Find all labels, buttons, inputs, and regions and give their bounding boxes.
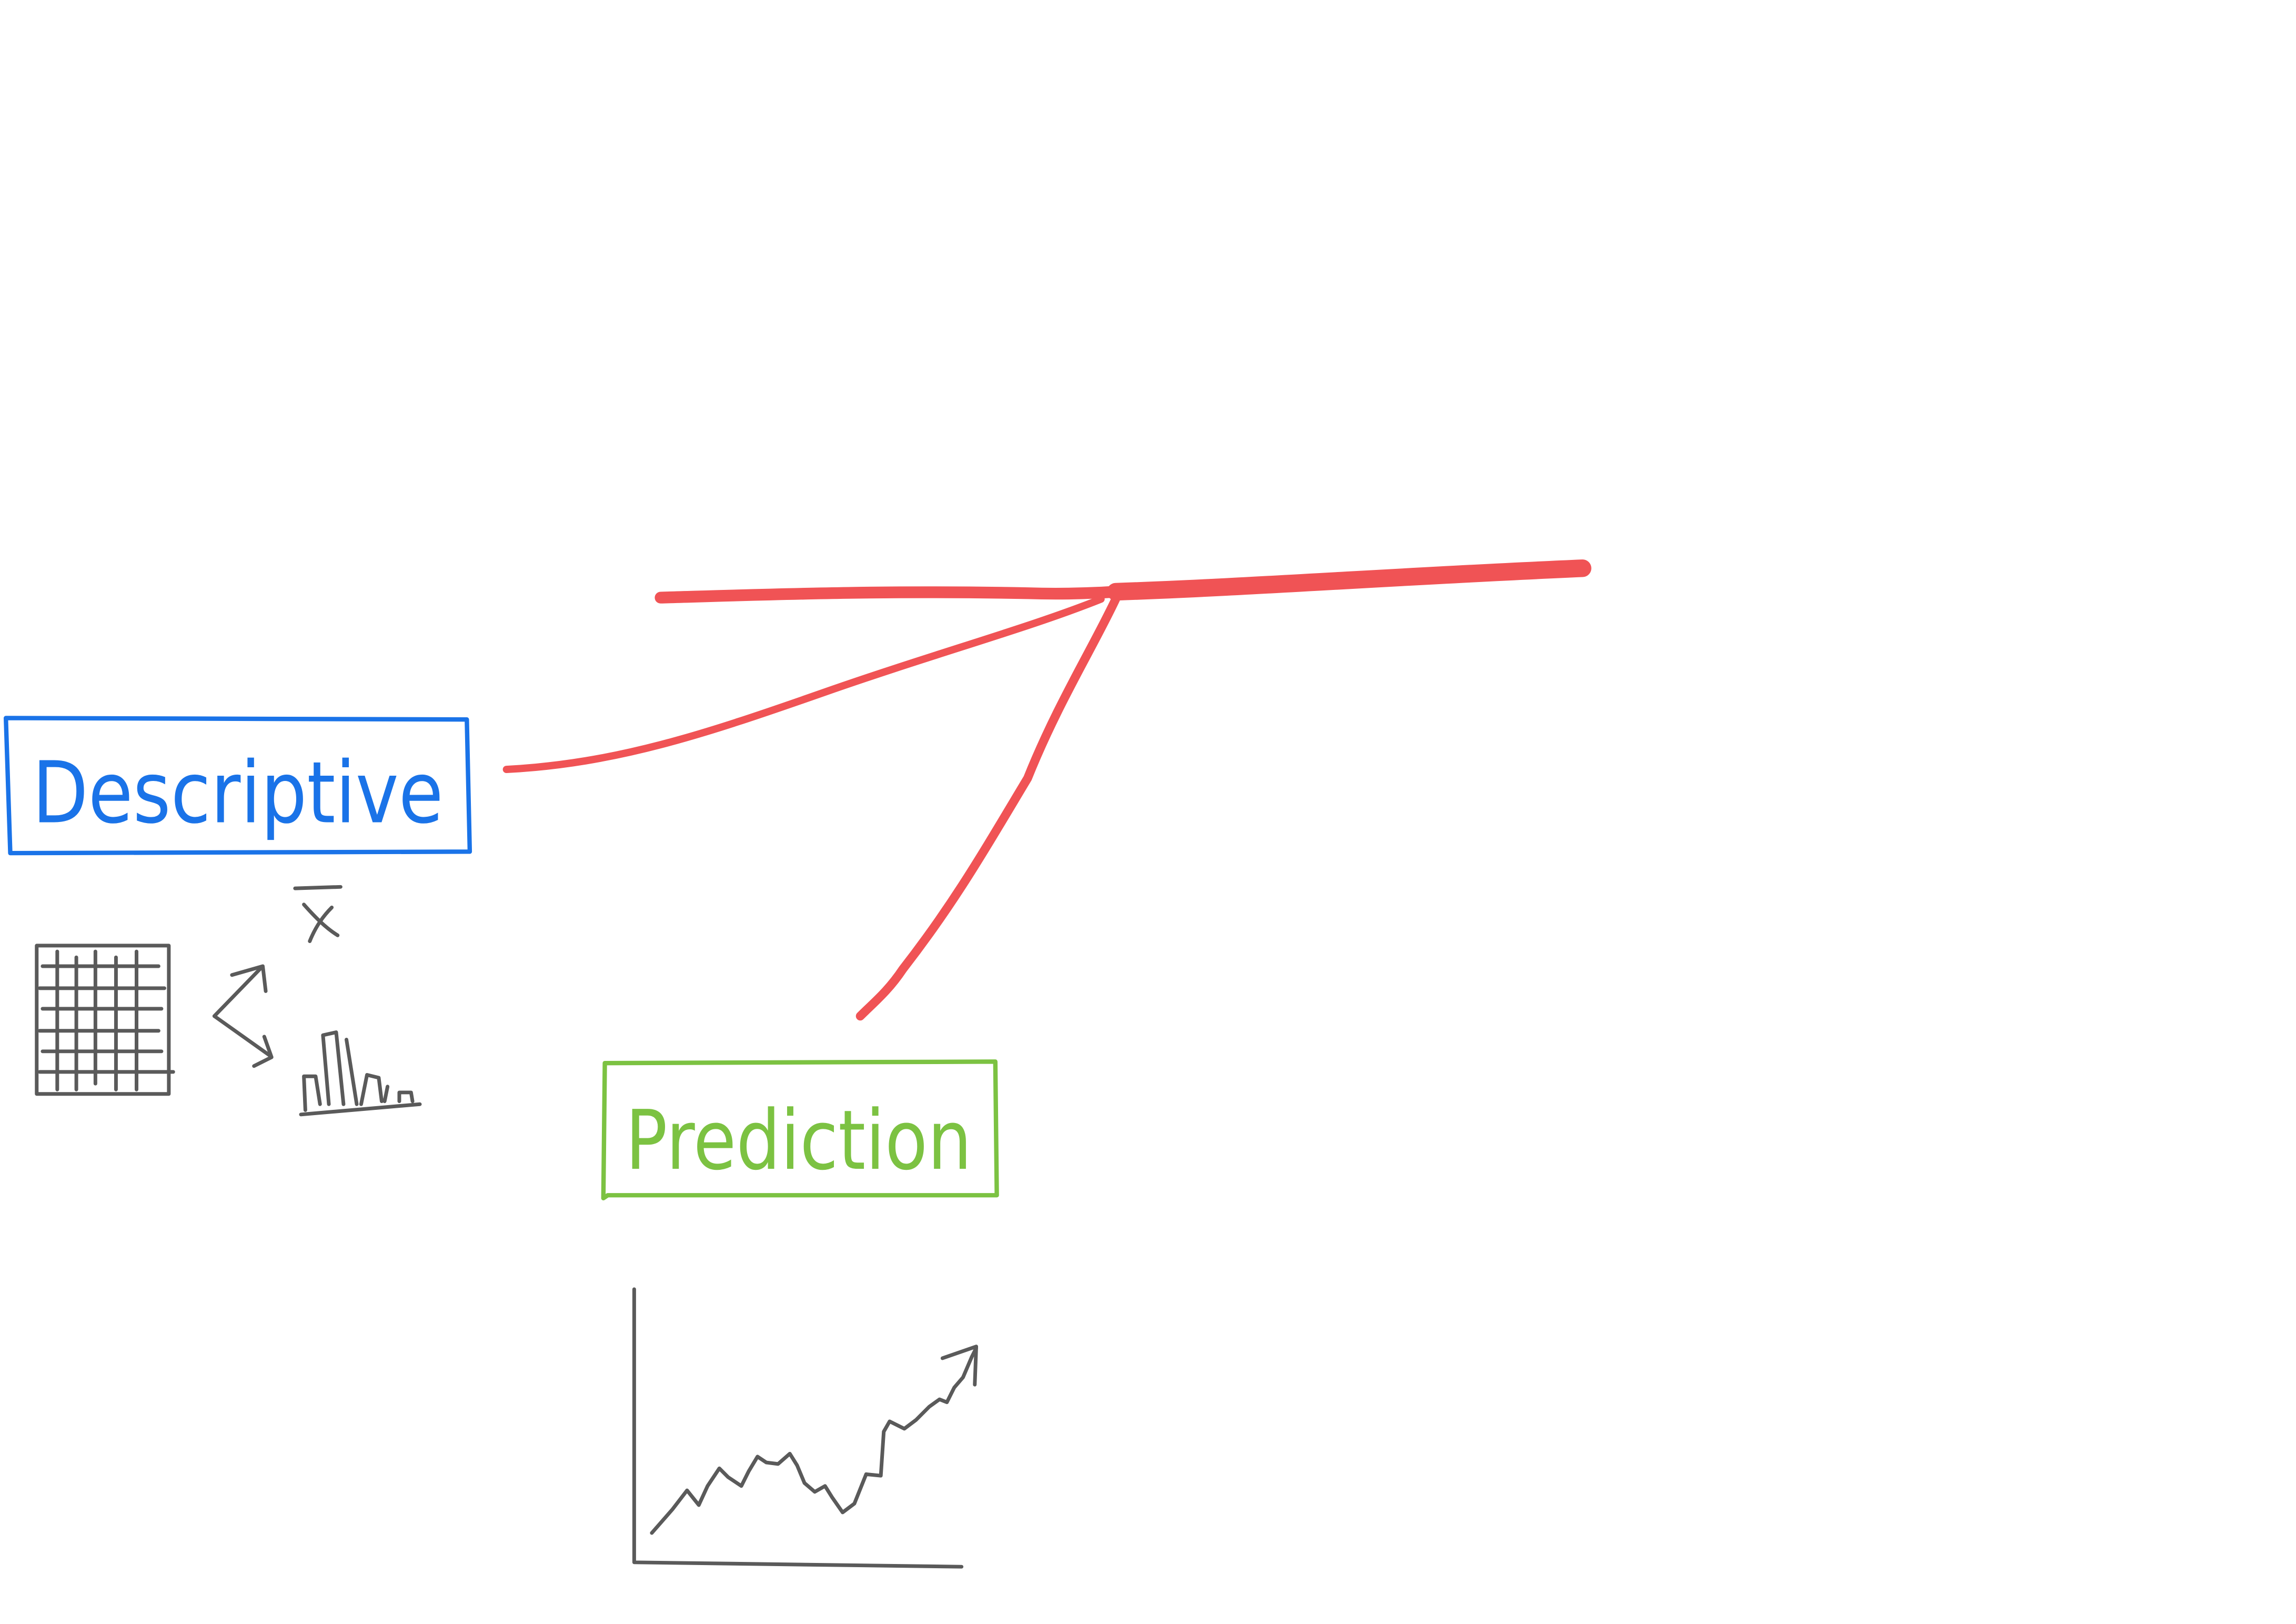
red-branch-lines [502, 559, 1592, 1021]
prediction-branch-line [855, 595, 1120, 1021]
prediction-box [601, 1059, 999, 1201]
x-bar-mean-icon [293, 885, 343, 944]
descriptive-label: Descriptive [32, 744, 443, 843]
histogram-icon [299, 1030, 422, 1117]
prediction-node: Prediction [601, 1059, 999, 1201]
data-table-icon [35, 944, 175, 1096]
descriptive-branch-line [502, 595, 1105, 774]
trend-axes [632, 1287, 964, 1569]
descriptive-box [3, 716, 472, 856]
trend-arrowhead [940, 1345, 979, 1387]
prediction-label: Prediction [626, 1092, 972, 1188]
descriptive-node: Descriptive [3, 716, 472, 856]
main-branch-line-thick [1106, 559, 1592, 601]
descriptive-icons [35, 885, 422, 1117]
split-arrows-icon [212, 964, 274, 1068]
trend-line [650, 1346, 979, 1535]
rising-line-chart-icon [632, 1287, 979, 1569]
